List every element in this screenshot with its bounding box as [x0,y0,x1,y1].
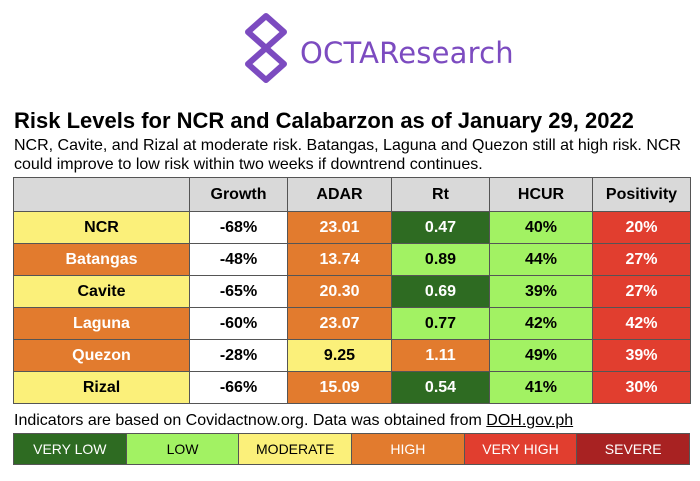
legend-high: HIGH [352,434,465,464]
table-row: NCR -68% 23.01 0.47 40% 20% [13,211,691,244]
adar-cell: 20.30 [287,275,392,308]
doh-link[interactable]: DOH.gov.ph [486,412,574,429]
rt-cell: 0.69 [391,275,490,308]
growth-cell: -66% [189,371,288,404]
table-row: Rizal -66% 15.09 0.54 41% 30% [13,371,691,404]
hcur-cell: 39% [489,275,593,308]
positivity-cell: 30% [592,371,691,404]
positivity-cell: 39% [592,339,691,372]
legend-very-high: VERY HIGH [464,434,578,464]
octa-logo: OCTAResearch [236,12,514,84]
risk-legend: VERY LOW LOW MODERATE HIGH VERY HIGH SEV… [13,433,690,465]
rt-cell: 0.89 [391,243,490,276]
region-cell: NCR [13,211,190,244]
adar-cell: 15.09 [287,371,392,404]
page-title: Risk Levels for NCR and Calabarzon as of… [14,108,634,133]
header-growth: Growth [189,177,288,212]
header-region [13,177,190,212]
legend-moderate: MODERATE [239,434,353,464]
growth-cell: -65% [189,275,288,308]
rt-cell: 0.54 [391,371,490,404]
rt-cell: 0.47 [391,211,490,244]
growth-cell: -48% [189,243,288,276]
footnote-text: Indicators are based on Covidactnow.org.… [14,412,487,429]
risk-table: Growth ADAR Rt HCUR Positivity NCR -68% … [13,177,691,404]
table-row: Quezon -28% 9.25 1.11 49% 39% [13,339,691,372]
positivity-cell: 27% [592,275,691,308]
header-positivity: Positivity [592,177,691,212]
header-adar: ADAR [287,177,392,212]
octa-logo-icon [245,13,287,83]
table-row: Laguna -60% 23.07 0.77 42% 42% [13,307,691,340]
adar-cell: 23.01 [287,211,392,244]
brand-name: OCTAResearch [300,36,514,70]
hcur-cell: 41% [489,371,593,404]
growth-cell: -68% [189,211,288,244]
adar-cell: 13.74 [287,243,392,276]
region-cell: Laguna [13,307,190,340]
region-cell: Quezon [13,339,190,372]
header-hcur: HCUR [489,177,593,212]
legend-low: LOW [126,434,240,464]
adar-cell: 23.07 [287,307,392,340]
table-row: Cavite -65% 20.30 0.69 39% 27% [13,275,691,308]
hcur-cell: 42% [489,307,593,340]
positivity-cell: 42% [592,307,691,340]
legend-very-low: VERY LOW [14,434,127,464]
page-subtitle: NCR, Cavite, and Rizal at moderate risk.… [14,137,681,173]
table-header-row: Growth ADAR Rt HCUR Positivity [13,177,691,212]
rt-cell: 1.11 [391,339,490,372]
hcur-cell: 44% [489,243,593,276]
growth-cell: -60% [189,307,288,340]
positivity-cell: 27% [592,243,691,276]
rt-cell: 0.77 [391,307,490,340]
region-cell: Batangas [13,243,190,276]
header-rt: Rt [391,177,490,212]
growth-cell: -28% [189,339,288,372]
region-cell: Cavite [13,275,190,308]
legend-severe: SEVERE [577,434,690,464]
adar-cell: 9.25 [287,339,392,372]
region-cell: Rizal [13,371,190,404]
hcur-cell: 40% [489,211,593,244]
positivity-cell: 20% [592,211,691,244]
hcur-cell: 49% [489,339,593,372]
table-row: Batangas -48% 13.74 0.89 44% 27% [13,243,691,276]
footnote: Indicators are based on Covidactnow.org.… [14,412,573,430]
